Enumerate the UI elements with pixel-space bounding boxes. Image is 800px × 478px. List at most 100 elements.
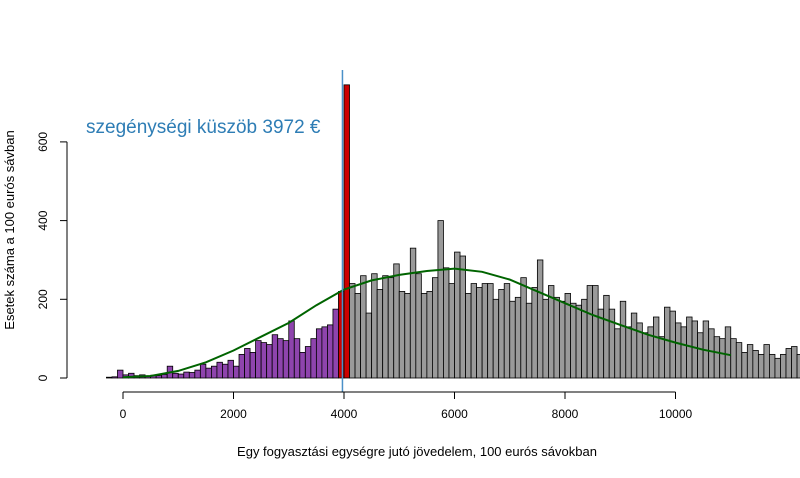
histogram-bar xyxy=(691,320,699,379)
x-tick-label: 10000 xyxy=(659,407,693,421)
histogram-bar xyxy=(415,273,422,379)
histogram-bar xyxy=(531,287,538,379)
histogram-bar xyxy=(382,275,389,379)
histogram-bar xyxy=(713,336,721,379)
histogram-bar xyxy=(249,352,256,379)
histogram-bar xyxy=(465,292,472,379)
histogram-bar xyxy=(282,340,290,379)
histogram-bar xyxy=(244,348,251,379)
histogram-bar xyxy=(586,285,594,379)
histogram-bar xyxy=(210,365,218,379)
histogram-bar xyxy=(476,287,483,379)
histogram-bar xyxy=(724,326,732,379)
histogram-bar xyxy=(194,369,201,379)
histogram-bar xyxy=(199,363,207,379)
histogram-bar xyxy=(791,346,798,379)
histogram-bar xyxy=(459,255,466,379)
histogram-bar xyxy=(420,292,428,379)
histogram-bar xyxy=(161,374,168,379)
histogram-bar xyxy=(514,296,522,379)
histogram-bar xyxy=(548,285,555,379)
histogram-bar xyxy=(327,324,334,379)
histogram-bar xyxy=(315,328,323,379)
histogram-bar xyxy=(763,344,770,379)
histogram-bar xyxy=(426,291,433,379)
histogram-bar xyxy=(658,336,665,379)
histogram-bar xyxy=(117,369,124,379)
histogram-bar xyxy=(321,326,328,379)
histogram-bar xyxy=(614,328,621,379)
histogram-bar xyxy=(592,285,599,379)
histogram-bar xyxy=(470,283,478,379)
histogram-bar xyxy=(697,332,704,379)
y-tick-label: 0 xyxy=(36,374,50,381)
histogram-bar xyxy=(769,353,776,379)
histogram-bar xyxy=(299,352,306,379)
histogram-bar xyxy=(277,338,284,379)
x-tick-label: 8000 xyxy=(552,407,579,421)
histogram-bar xyxy=(155,375,163,379)
histogram-bar xyxy=(641,332,649,379)
histogram-bar xyxy=(404,292,411,379)
histogram-bar xyxy=(387,277,395,379)
histogram-bar xyxy=(785,348,792,379)
histogram-bar xyxy=(542,298,549,379)
histogram-bar xyxy=(774,357,781,379)
histogram-bar xyxy=(553,296,560,379)
x-tick-label: 2000 xyxy=(220,407,247,421)
histogram-bar xyxy=(675,322,682,379)
x-tick-label: 0 xyxy=(120,407,127,421)
histogram-bar xyxy=(260,342,268,379)
histogram-bar xyxy=(746,344,754,379)
histogram-bar xyxy=(205,367,212,379)
histogram-bar xyxy=(409,247,417,379)
histogram-bar xyxy=(371,273,378,379)
histogram-bar xyxy=(343,84,350,379)
histogram-bar xyxy=(520,277,527,379)
histogram-bar xyxy=(172,372,179,379)
histogram-bar xyxy=(222,363,229,379)
x-tick-label: 6000 xyxy=(441,407,468,421)
histogram-bar xyxy=(227,359,234,379)
y-axis-title: Esetek száma a 100 eurós sávban xyxy=(2,130,17,329)
x-axis: 0 2000 4000 6000 8000 10000 xyxy=(120,391,693,421)
histogram-bar xyxy=(719,338,726,379)
histogram-bar xyxy=(111,376,118,379)
histogram-bar xyxy=(559,300,566,379)
histogram-bar xyxy=(653,316,660,379)
histogram-bar xyxy=(492,298,500,379)
histogram-bar xyxy=(354,292,361,379)
histogram-bar xyxy=(393,263,400,379)
histogram-bar xyxy=(680,326,687,379)
histogram-bar xyxy=(708,328,715,379)
histogram-bar xyxy=(735,342,743,379)
histogram-bar xyxy=(570,302,577,379)
histogram-bar xyxy=(238,353,245,379)
poverty-threshold-label: szegénységi küszöb 3972 € xyxy=(86,117,321,138)
histogram-bar xyxy=(332,308,339,379)
histogram-bar xyxy=(349,283,356,379)
histogram-bar xyxy=(437,220,444,379)
histogram-bar xyxy=(454,251,461,379)
histogram-bar xyxy=(360,275,367,379)
histogram-bar xyxy=(266,344,273,379)
histogram-bar xyxy=(288,320,295,379)
histogram-bar xyxy=(304,346,312,379)
histogram-bar xyxy=(509,300,516,379)
histogram-bar xyxy=(752,350,759,379)
y-tick-label: 200 xyxy=(36,289,50,309)
histogram-bar xyxy=(271,334,279,379)
histogram-bar xyxy=(376,289,384,379)
histogram-bar xyxy=(365,312,373,379)
histogram-bar xyxy=(183,371,190,379)
histogram-bar xyxy=(481,283,489,379)
histogram-bar xyxy=(216,361,223,379)
histogram-bar xyxy=(293,338,301,379)
histogram-bar xyxy=(503,283,511,379)
histogram-bar xyxy=(664,306,671,379)
histogram-bar xyxy=(177,373,185,379)
histogram-bar xyxy=(603,294,610,379)
histogram-bar xyxy=(730,338,737,379)
histogram-bar xyxy=(536,259,544,379)
y-tick-label: 400 xyxy=(36,210,50,230)
